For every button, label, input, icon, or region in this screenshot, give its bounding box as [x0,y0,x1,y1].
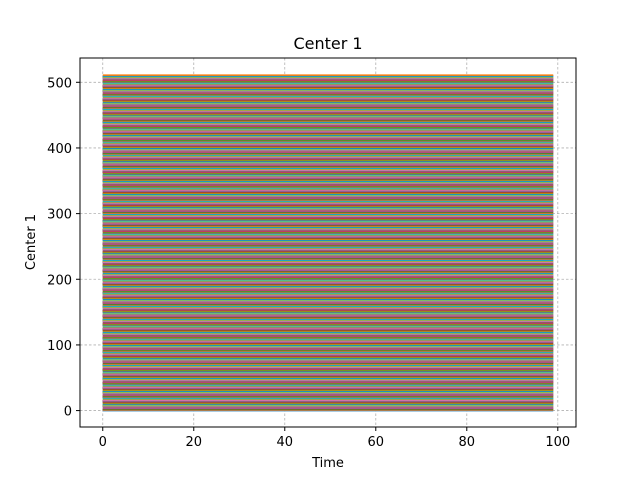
y-tick-label: 500 [47,76,72,91]
y-tick-label: 100 [47,339,72,354]
x-tick-label: 20 [185,435,202,450]
x-tick-label: 60 [368,435,385,450]
y-axis-ticks: 0 100 200 300 400 500 [47,76,80,420]
y-tick-label: 0 [64,405,72,420]
y-axis-label: Center 1 [24,214,39,270]
x-tick-label: 100 [545,435,570,450]
x-axis-ticks: 0 20 40 60 80 100 [99,427,570,450]
plot-frame [79,57,577,428]
x-tick-label: 0 [99,435,107,450]
y-tick-label: 300 [47,208,72,223]
x-axis-label: Time [311,456,344,471]
chart-title: Center 1 [293,34,362,53]
x-tick-label: 80 [459,435,476,450]
x-tick-label: 40 [276,435,293,450]
y-tick-label: 400 [47,142,72,157]
y-tick-label: 200 [47,273,72,288]
series-lines [102,74,554,412]
